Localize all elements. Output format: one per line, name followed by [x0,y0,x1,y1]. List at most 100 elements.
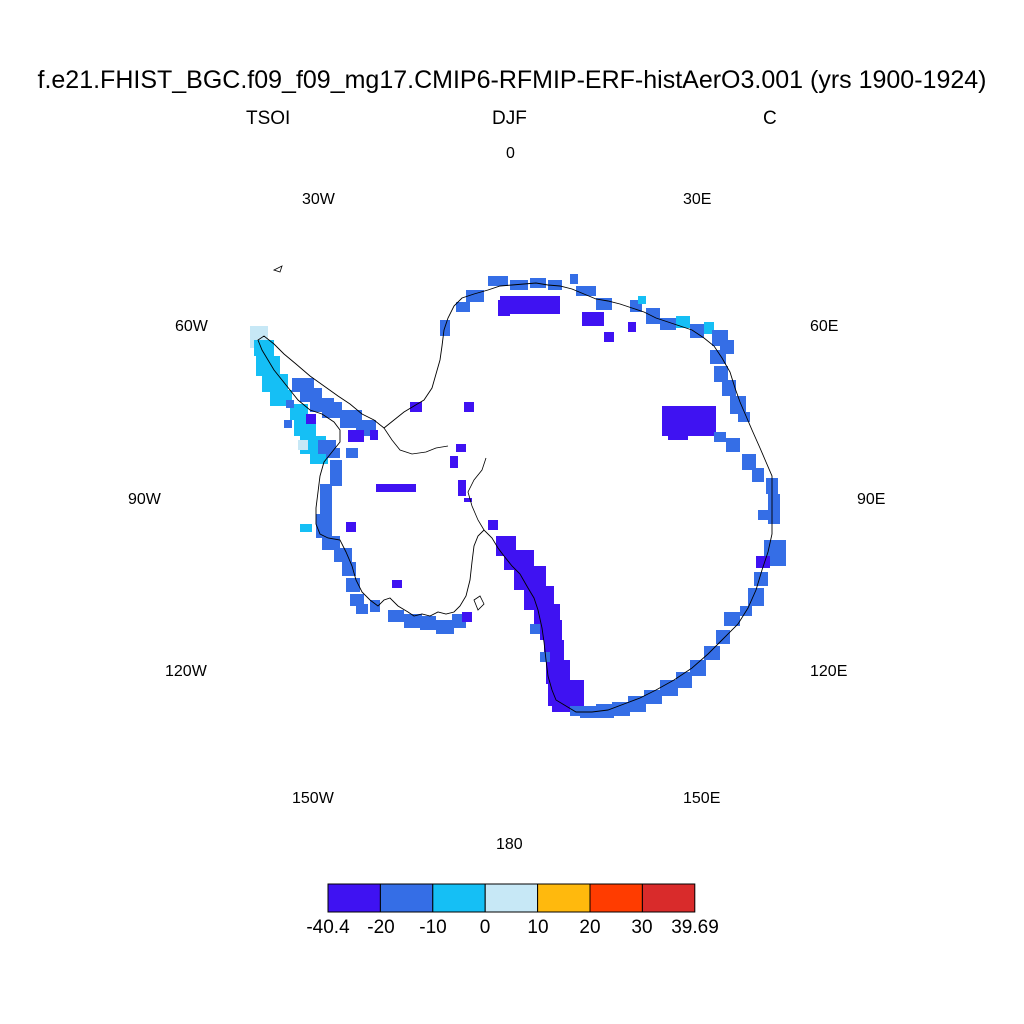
field-cell [530,624,540,634]
lon-label-30w: 30W [302,191,335,208]
colorbar-label: -40.4 [306,917,350,938]
field-cell [330,460,342,486]
colorbar-box [537,883,591,913]
field-cell [500,296,560,314]
field-cell [690,660,706,676]
field-cell [612,702,630,716]
colorbar-boxes [327,883,696,913]
lon-label-60w: 60W [175,318,208,335]
lon-label-120e: 120E [810,663,848,680]
temperature-field [250,274,786,718]
field-cell [714,366,728,382]
field-cell [768,494,780,524]
field-cell [752,468,764,482]
field-cell [342,562,356,576]
field-cell [660,680,678,696]
field-cell [704,646,720,660]
colorbar-box [589,883,643,913]
field-cell [714,432,726,442]
field-cell [488,276,508,286]
field-cell [748,588,764,606]
field-cell [256,356,280,376]
field-cell [596,704,614,718]
ronne-ice-shelf-edge [383,427,449,455]
field-cell [548,280,562,290]
field-cell [570,706,584,716]
colorbar-label: 10 [527,917,549,938]
lon-label-180: 180 [496,836,523,853]
field-cell [466,290,484,302]
plot-title: f.e21.FHIST_BGC.f09_f09_mg17.CMIP6-RFMIP… [37,66,987,94]
field-cell [716,630,730,644]
field-cell [498,300,510,316]
field-cell [348,430,364,442]
field-cell [462,612,472,622]
field-cell [456,302,470,312]
field-cell [420,616,436,630]
field-cell [726,438,740,452]
field-cell [410,402,422,412]
field-cell [540,620,562,640]
roosevelt-island [473,595,485,611]
south-shetland-islet [272,265,283,273]
field-cell [388,610,404,622]
field-cell [576,286,596,296]
field-cell [758,510,768,520]
colorbar-label: 20 [579,917,601,938]
field-cell [404,614,422,628]
field-cell [510,280,528,290]
field-cell [582,312,604,326]
field-cell [676,316,690,328]
field-cell [604,332,614,342]
field-cell [704,322,714,334]
field-cell [638,296,646,304]
field-cell [262,374,288,392]
colorbar-box [641,883,696,913]
season-label: DJF [492,108,527,129]
colorbar-label: 0 [479,917,491,938]
field-cell [392,580,402,588]
field-cell [738,412,750,422]
field-cell [458,480,466,496]
colorbar-box [432,883,486,913]
field-cell [306,414,316,424]
field-cell [540,652,550,662]
lon-label-90e: 90E [857,491,886,508]
colorbar-label: -20 [367,917,395,938]
colorbar-box [327,883,381,913]
field-cell [320,484,332,514]
field-cell [326,448,340,458]
field-cell [300,524,312,532]
field-cell [290,404,308,420]
field-cell [298,440,308,450]
field-cell [722,380,736,396]
field-cell [464,498,472,502]
lon-label-30e: 30E [683,191,712,208]
ross-ice-shelf-edge [467,457,487,531]
field-cell [350,594,364,606]
field-cell [346,522,356,532]
field-cell [370,430,378,440]
field-cell [690,324,704,338]
field-cell [668,430,688,440]
field-cell [346,448,358,458]
field-cell [310,452,328,464]
field-cell [316,514,332,538]
field-cell [436,620,454,634]
field-cell [450,456,458,468]
field-cell [628,696,646,712]
field-cell [730,396,746,414]
field-cell [334,548,352,562]
field-cell [370,600,380,612]
field-cell [456,444,466,452]
lon-label-0: 0 [506,145,515,162]
lon-label-90w: 90W [128,491,161,508]
field-cell [286,400,294,408]
field-cell [488,520,498,530]
field-cell [756,556,770,568]
field-cell [464,402,474,412]
field-cell [254,340,274,356]
field-cell [710,350,726,364]
